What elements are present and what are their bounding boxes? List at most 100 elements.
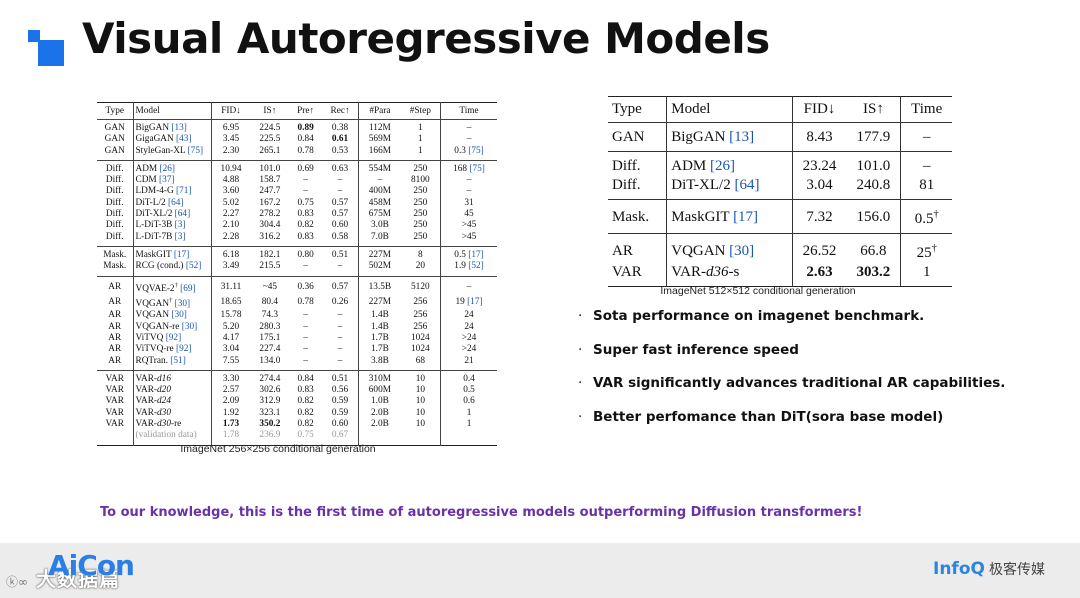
footer-bar: ⓚ∞ 大数据篇 AiCon InfoQ 极客传媒 (0, 543, 1080, 598)
citation-link: [30] (729, 242, 755, 259)
pre-cell: 0.82 (297, 220, 314, 231)
is-cell: 316.2 (259, 231, 281, 242)
table-row: Mask. RCG (cond.) [52] 3.49 215.5– –502M 20 1.… (97, 261, 497, 277)
model-depth: d24 (157, 396, 171, 407)
time-cell: – (440, 186, 497, 198)
citation-link: [17] (467, 297, 483, 307)
pre-cell: 0.80 (297, 249, 314, 260)
citation-link: [64] (167, 197, 184, 208)
watermark-text: 大数据篇 (36, 567, 120, 591)
model-cell: StyleGan-XL [75] (132, 145, 211, 161)
type-cell: AR (612, 242, 633, 259)
rec-cell: – (337, 175, 343, 186)
fid-cell: 31.11 (210, 276, 251, 295)
type-cell: Diff. (105, 209, 124, 220)
column-header: IS↑ (846, 96, 901, 123)
is-cell: 280.3 (259, 321, 281, 332)
is-cell: 182.1 (259, 249, 281, 260)
citation-link: [43] (176, 134, 192, 145)
is-cell: 80.4 (261, 297, 279, 307)
steps-cell: 10 (415, 373, 425, 384)
is-cell: ~45 (262, 281, 278, 292)
bullet-item: · Sota performance on imagenet benchmark. (578, 308, 1005, 342)
is-cell: 227.4 (259, 344, 281, 355)
params-cell: 1.7B (358, 344, 401, 356)
model-name: VQGAN-re (135, 321, 180, 332)
is-cell: 215.5 (259, 261, 281, 272)
type-cell: Mask. (103, 261, 127, 272)
citation-link: [37] (159, 175, 175, 186)
citation-link: [13] (729, 129, 755, 145)
model-name: BigGAN (135, 123, 170, 133)
is-cell: 240.8 (856, 177, 891, 193)
column-header: Pre↑ (289, 102, 322, 120)
model-cell: RCG (cond.) [52] (132, 261, 211, 277)
table-row: (validation data) 1.78 236.9 0.75 0.67 (97, 430, 497, 446)
type-cell: GAN (104, 145, 125, 156)
rec-cell: – (337, 321, 343, 332)
time-cell: >45 (440, 220, 497, 232)
fid-cell: 1.78 (210, 430, 251, 446)
fid-cell: 3.04 (210, 344, 251, 356)
params-cell: – (358, 175, 401, 187)
is-cell: 312.9 (259, 396, 281, 407)
column-header: FID↓ (791, 96, 847, 123)
steps-cell: 250 (413, 220, 428, 231)
params-cell: 13.5B (358, 276, 401, 295)
model-name: CDM (135, 175, 157, 186)
model-name: RQTran. (135, 355, 168, 366)
model-cell: VAR-d30-re (132, 419, 211, 431)
citation-link: [71] (176, 186, 192, 197)
model-cell: DiT-XL/2 [64] (666, 176, 792, 200)
citation-link: [75] (469, 163, 485, 174)
bullet-text: Better perfomance than DiT(sora base mod… (593, 408, 944, 425)
fid-cell: 8.43 (791, 122, 847, 152)
time-cell: 0.5 (440, 385, 497, 397)
params-cell: 1.4B (358, 321, 401, 333)
is-cell: 278.2 (259, 209, 281, 220)
infoq-logo: InfoQ 极客传媒 (933, 559, 1045, 579)
params-cell: 600M (358, 385, 401, 397)
model-cell: L-DiT-3B [3] (132, 220, 211, 232)
rec-cell: 0.57 (331, 281, 349, 292)
column-header: Rec↑ (321, 102, 359, 120)
model-name: LDM-4-G (135, 186, 174, 197)
fid-cell: 4.88 (210, 175, 251, 187)
dagger-mark: † (931, 243, 937, 254)
table-row: AR VQGAN [30] 26.52 66.8 25† (608, 233, 952, 263)
params-cell: 675M (358, 209, 401, 221)
model-name: GigaGAN (135, 134, 174, 145)
pre-cell: – (303, 321, 308, 332)
citation-link: [52] (185, 261, 202, 272)
steps-cell: 250 (413, 163, 428, 174)
params-cell: 166M (358, 145, 401, 161)
model-name: DiT-XL/2 (135, 209, 173, 220)
fid-cell: 18.65 (210, 294, 251, 311)
pre-cell: – (303, 332, 308, 343)
type-cell: AR (108, 344, 122, 355)
conclusion-statement: To our knowledge, this is the first time… (100, 505, 863, 520)
steps-cell: 5120 (411, 281, 430, 292)
pre-cell: 0.75 (297, 430, 314, 441)
citation-link: [92] (165, 332, 182, 343)
table-row: Diff. ADM [26] 10.94 101.0 0.69 0.63 554M 250 16… (97, 160, 497, 176)
type-cell: VAR (612, 264, 642, 280)
bullet-dot-icon: · (578, 375, 583, 391)
fid-cell: 15.78 (210, 310, 251, 322)
model-group: Diff. ADM [26] 23.24 101.0– Diff. DiT-XL/2 [6… (608, 151, 952, 200)
type-cell: AR (108, 297, 122, 307)
citation-link: [30] (174, 299, 191, 310)
params-cell: 1.4B (358, 310, 401, 322)
model-cell: ADM [26] (132, 160, 211, 176)
steps-cell: 1024 (411, 344, 430, 355)
bullet-dot-icon: · (578, 341, 583, 358)
is-cell: 167.2 (259, 197, 281, 208)
fid-cell: 6.18 (210, 246, 251, 262)
table-row: AR VQVAE-2† [69] 31.11 ~45 0.36 0.57 13.5B 5120… (97, 276, 497, 295)
rec-cell: – (337, 310, 343, 321)
citation-link: [17] (733, 208, 759, 225)
is-cell: 247.7 (259, 186, 281, 197)
page-title: Visual Autoregressive Models (82, 14, 770, 63)
time-cell: 24 (440, 310, 497, 322)
model-group: GAN BigGAN [13] 6.95 224.5 0.89 0.38 112M 1– GAN… (97, 119, 497, 161)
